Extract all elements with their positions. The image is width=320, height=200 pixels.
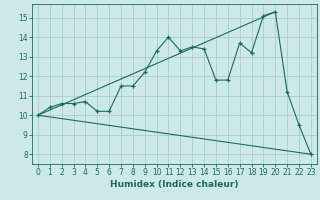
- X-axis label: Humidex (Indice chaleur): Humidex (Indice chaleur): [110, 180, 239, 189]
